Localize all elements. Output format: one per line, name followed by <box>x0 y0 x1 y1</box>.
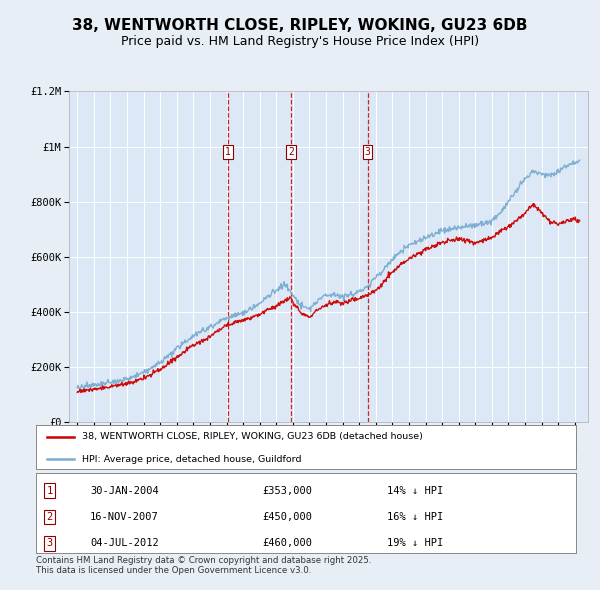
Text: 38, WENTWORTH CLOSE, RIPLEY, WOKING, GU23 6DB: 38, WENTWORTH CLOSE, RIPLEY, WOKING, GU2… <box>72 18 528 32</box>
Text: 1: 1 <box>46 486 53 496</box>
Text: 38, WENTWORTH CLOSE, RIPLEY, WOKING, GU23 6DB (detached house): 38, WENTWORTH CLOSE, RIPLEY, WOKING, GU2… <box>82 432 423 441</box>
Text: 04-JUL-2012: 04-JUL-2012 <box>90 538 159 548</box>
Text: 16-NOV-2007: 16-NOV-2007 <box>90 512 159 522</box>
Text: £450,000: £450,000 <box>263 512 313 522</box>
Text: 3: 3 <box>46 538 53 548</box>
Text: Contains HM Land Registry data © Crown copyright and database right 2025.
This d: Contains HM Land Registry data © Crown c… <box>36 556 371 575</box>
Text: Price paid vs. HM Land Registry's House Price Index (HPI): Price paid vs. HM Land Registry's House … <box>121 35 479 48</box>
Text: 30-JAN-2004: 30-JAN-2004 <box>90 486 159 496</box>
Text: 19% ↓ HPI: 19% ↓ HPI <box>387 538 443 548</box>
Text: 1: 1 <box>225 147 231 157</box>
Text: 14% ↓ HPI: 14% ↓ HPI <box>387 486 443 496</box>
Text: 3: 3 <box>365 147 371 157</box>
Text: 2: 2 <box>46 512 53 522</box>
Text: 2: 2 <box>288 147 294 157</box>
Text: HPI: Average price, detached house, Guildford: HPI: Average price, detached house, Guil… <box>82 455 301 464</box>
Text: £353,000: £353,000 <box>263 486 313 496</box>
Text: 16% ↓ HPI: 16% ↓ HPI <box>387 512 443 522</box>
Text: £460,000: £460,000 <box>263 538 313 548</box>
